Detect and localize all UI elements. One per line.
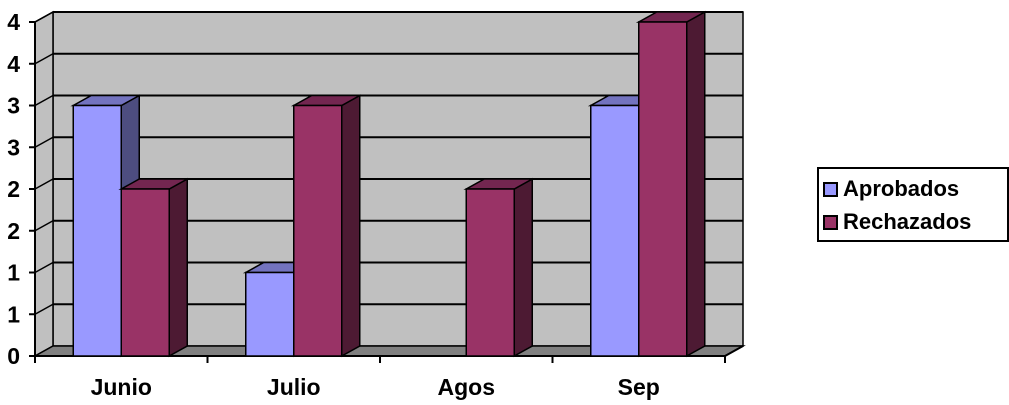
x-axis-depth [724, 345, 744, 357]
x-tick-label: Junio [91, 374, 152, 400]
y-tick-label: 2 [7, 218, 20, 244]
bar-rechazados-sep [635, 10, 708, 358]
legend-swatch-aprobados [823, 181, 838, 197]
legend-label-aprobados: Aprobados [843, 176, 960, 201]
bar-rechazados-junio [118, 177, 191, 358]
bar-rechazados-julio [290, 94, 363, 358]
y-tick-label: 1 [7, 301, 20, 327]
y-tick-label: 4 [7, 51, 20, 77]
y-tick-label: 0 [7, 343, 20, 369]
gridline-depth [34, 220, 54, 232]
legend: Aprobados Rechazados [817, 167, 1009, 242]
bar-rechazados-agos [463, 177, 536, 358]
y-tick-label: 3 [7, 134, 20, 160]
x-tick-label: Sep [618, 374, 660, 400]
y-tick-label: 3 [7, 93, 20, 119]
y-tick-label: 2 [7, 176, 20, 202]
gridline-depth [34, 11, 54, 23]
y-tick-label: 1 [7, 260, 20, 286]
x-tick-label: Julio [267, 374, 321, 400]
legend-item-aprobados: Aprobados [823, 176, 959, 202]
x-tick-label: Agos [438, 374, 496, 400]
gridline-depth [34, 261, 54, 274]
gridline-depth [34, 136, 54, 148]
legend-item-rechazados: Rechazados [823, 209, 971, 235]
legend-swatch-rechazados [823, 214, 838, 230]
gridline-depth [34, 178, 54, 190]
gridline-depth [34, 94, 54, 107]
legend-label-rechazados: Rechazados [843, 209, 972, 234]
gridline-depth [34, 53, 54, 65]
y-tick-label: 4 [7, 9, 20, 35]
gridline-depth [34, 303, 54, 315]
